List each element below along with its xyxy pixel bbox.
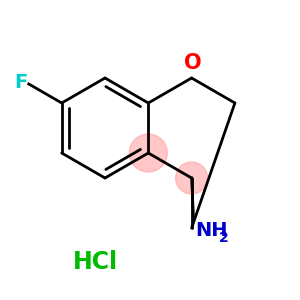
Circle shape (129, 134, 167, 172)
Text: O: O (184, 53, 201, 73)
Text: HCl: HCl (72, 250, 118, 274)
Circle shape (176, 162, 208, 194)
Text: NH: NH (196, 220, 228, 239)
Text: F: F (14, 74, 27, 92)
Text: 2: 2 (219, 231, 229, 245)
